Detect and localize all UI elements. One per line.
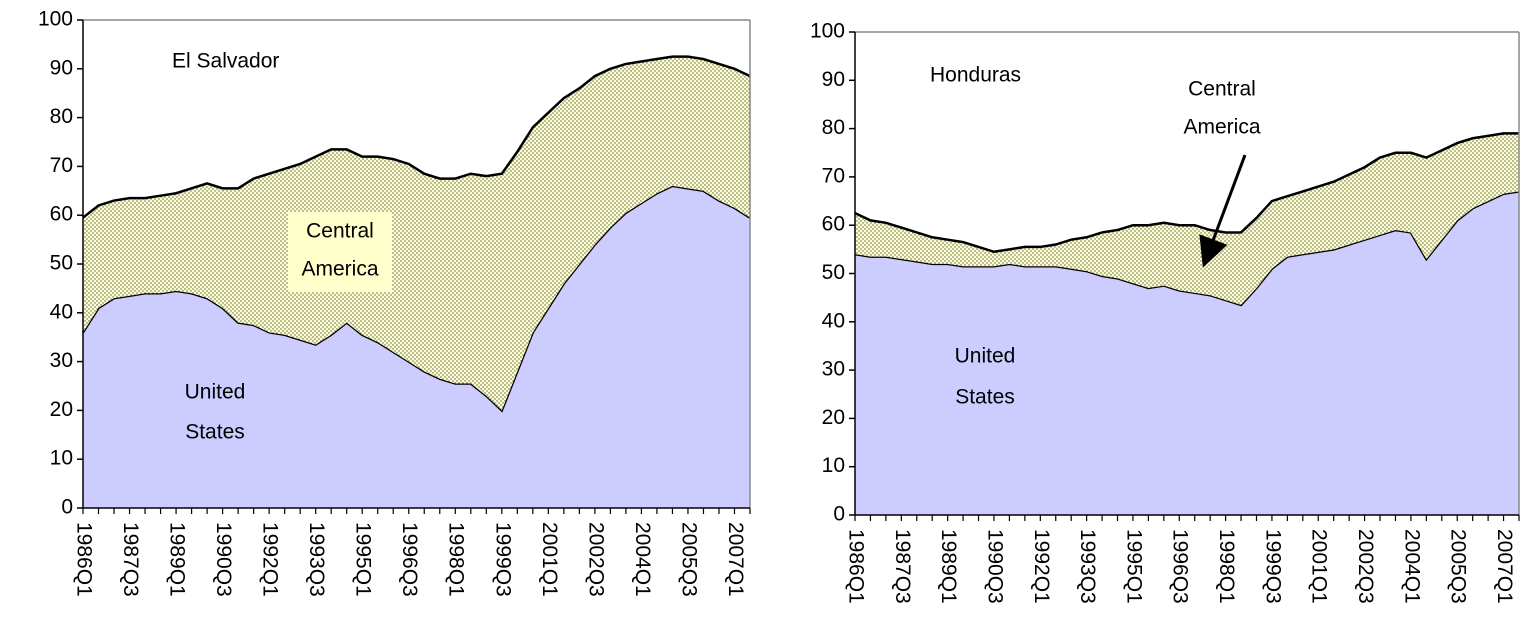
annotation-bg bbox=[288, 212, 392, 292]
y-tick-label: 80 bbox=[50, 105, 73, 128]
y-tick-label: 50 bbox=[822, 261, 845, 284]
x-tick-label: 1995Q1 bbox=[352, 522, 375, 597]
annotation: States bbox=[185, 421, 245, 444]
x-tick-label: 1990Q3 bbox=[212, 522, 235, 597]
annotation: United bbox=[185, 381, 246, 404]
area-edge bbox=[854, 132, 1519, 254]
x-tick-label: 2005Q3 bbox=[1447, 529, 1470, 604]
x-tick-label: 2002Q3 bbox=[584, 522, 607, 597]
x-tick-label: 2004Q1 bbox=[631, 522, 654, 597]
x-tick-label: 1999Q3 bbox=[1261, 529, 1284, 604]
x-tick-label: 2004Q1 bbox=[1400, 529, 1423, 604]
x-tick-label: 1996Q3 bbox=[398, 522, 421, 597]
area-edge bbox=[82, 55, 751, 219]
annotation: Honduras bbox=[930, 64, 1021, 87]
y-tick-label: 0 bbox=[833, 503, 845, 526]
y-tick-label: 60 bbox=[822, 213, 845, 236]
annotation: Central bbox=[306, 220, 374, 243]
x-tick-label: 1992Q1 bbox=[259, 522, 282, 597]
area bbox=[855, 133, 1519, 305]
x-tick-label: 1992Q1 bbox=[1030, 529, 1053, 604]
annotation: United bbox=[955, 345, 1016, 368]
area bbox=[83, 56, 750, 411]
x-tick-label: 1987Q3 bbox=[891, 529, 914, 604]
annotation: America bbox=[1183, 116, 1260, 139]
x-tick-label: 1996Q3 bbox=[1169, 529, 1192, 604]
arrow bbox=[1199, 154, 1247, 268]
x-tick-label: 2007Q1 bbox=[1493, 529, 1516, 604]
annotation: States bbox=[955, 386, 1015, 409]
annotation: El Salvador bbox=[172, 50, 279, 73]
y-tick-label: 90 bbox=[822, 68, 845, 91]
x-tick-label: 2001Q1 bbox=[1308, 529, 1331, 604]
y-tick-label: 100 bbox=[810, 20, 845, 43]
x-tick-label: 1987Q3 bbox=[119, 522, 142, 597]
y-tick-label: 20 bbox=[822, 406, 845, 429]
annotation: Central bbox=[1188, 78, 1256, 101]
x-tick-label: 2001Q1 bbox=[538, 522, 561, 597]
y-tick-label: 30 bbox=[50, 349, 73, 372]
x-tick-label: 1990Q3 bbox=[983, 529, 1006, 604]
x-tick-label: 2005Q3 bbox=[677, 522, 700, 597]
y-tick-label: 70 bbox=[50, 154, 73, 177]
y-tick-label: 20 bbox=[50, 398, 73, 421]
y-tick-label: 60 bbox=[50, 203, 73, 226]
annotation: America bbox=[301, 258, 378, 281]
x-tick-label: 1995Q1 bbox=[1122, 529, 1145, 604]
x-tick-label: 1986Q1 bbox=[844, 529, 867, 604]
x-tick-label: 1989Q1 bbox=[166, 522, 189, 597]
x-tick-label: 2007Q1 bbox=[724, 522, 747, 597]
x-tick-label: 1998Q1 bbox=[445, 522, 468, 597]
x-tick-label: 1993Q3 bbox=[1076, 529, 1099, 604]
x-tick-label: 1986Q1 bbox=[72, 522, 95, 597]
y-tick-label: 90 bbox=[50, 56, 73, 79]
y-tick-label: 40 bbox=[50, 300, 73, 323]
y-tick-label: 50 bbox=[50, 252, 73, 275]
y-tick-label: 10 bbox=[50, 447, 73, 470]
y-tick-label: 0 bbox=[61, 496, 73, 519]
y-tick-label: 10 bbox=[822, 454, 845, 477]
x-tick-label: 1999Q3 bbox=[491, 522, 514, 597]
x-tick-label: 2002Q3 bbox=[1354, 529, 1377, 604]
y-tick-label: 40 bbox=[822, 309, 845, 332]
x-tick-label: 1989Q1 bbox=[937, 529, 960, 604]
y-tick-label: 80 bbox=[822, 116, 845, 139]
y-tick-label: 100 bbox=[38, 8, 73, 31]
area bbox=[855, 191, 1519, 515]
y-tick-label: 30 bbox=[822, 358, 845, 381]
area bbox=[83, 185, 750, 509]
x-tick-label: 1998Q1 bbox=[1215, 529, 1238, 604]
x-tick-label: 1993Q3 bbox=[305, 522, 328, 597]
y-tick-label: 70 bbox=[822, 164, 845, 187]
